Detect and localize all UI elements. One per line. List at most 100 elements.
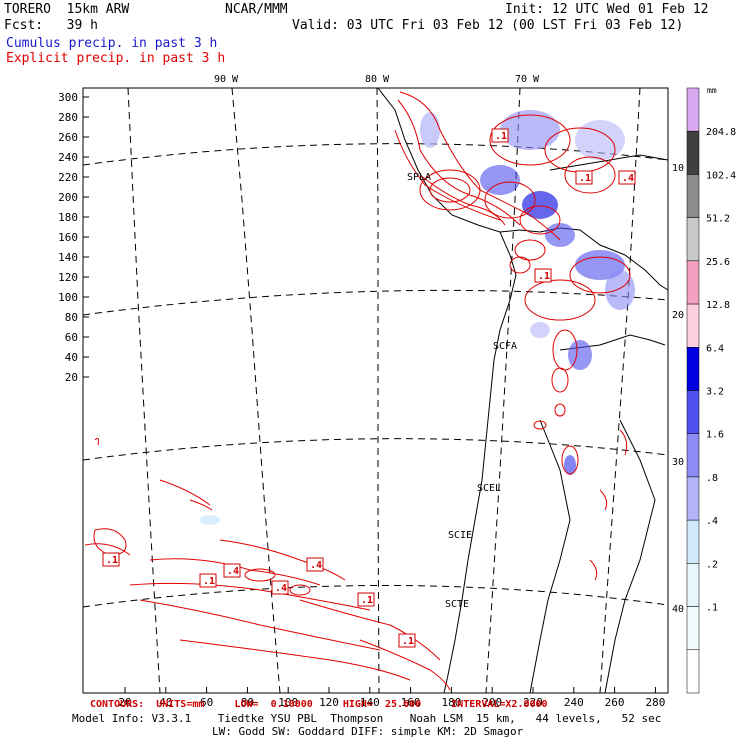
x-tick-label: 80 — [241, 696, 254, 709]
map-frame — [82, 87, 669, 694]
forecast-hour: Fcst: 39 h — [4, 18, 98, 33]
contour-label: .4 — [223, 563, 241, 578]
svg-text:.1: .1 — [402, 636, 414, 647]
colorbar-swatch — [686, 260, 700, 305]
colorbar-swatch — [686, 390, 700, 434]
y-tick-label: 20 — [65, 371, 78, 384]
colorbar-swatch — [686, 130, 700, 175]
model-info: Model Info: V3.3.1 Tiedtke YSU PBL Thomp… — [72, 712, 662, 725]
y-tick-label: 220 — [58, 171, 78, 184]
contour-label: .1 — [357, 592, 375, 607]
y-tick-label: 200 — [58, 191, 78, 204]
colorbar-label: 3.2 — [706, 387, 724, 398]
longitude-labels: 90 W 80 W 70 W — [214, 74, 540, 85]
latitude-labels: 10 S 20 S 30 S 40 S — [672, 163, 696, 615]
station-scel: SCEL — [477, 483, 501, 494]
colorbar-swatch — [686, 563, 700, 607]
station-scte: SCTE — [445, 599, 469, 610]
svg-text:30 S: 30 S — [672, 457, 696, 468]
field-explicit-label: Explicit precip. in past 3 h — [6, 51, 226, 66]
contour-label: .1 — [575, 170, 593, 185]
y-tick-label: 300 — [58, 91, 78, 104]
colorbar-swatch — [686, 347, 700, 391]
y-tick-label: 180 — [58, 211, 78, 224]
contour-label: .1 — [102, 552, 120, 567]
x-tick-label: 160 — [401, 696, 421, 709]
svg-text:.4: .4 — [622, 173, 634, 184]
svg-text:10 S: 10 S — [672, 163, 696, 174]
colorbar-swatch — [686, 476, 700, 521]
colorbar-label: .2 — [706, 559, 718, 570]
y-tick-label: 60 — [65, 331, 78, 344]
y-tick-label: 160 — [58, 231, 78, 244]
colorbar: 204.8 102.4 51.2 25.6 12.8 6.4 3.2 1.6 .8 .4 .2 .1 — [686, 87, 736, 694]
physics-info: LW: Godd SW: Goddard DIFF: simple KM: 2D… — [212, 725, 524, 738]
contours-info: CONTOURS: UNITS=mm LOW= 0.10000 HIGH= 25… — [90, 699, 548, 710]
colorbar-label: .1 — [706, 603, 718, 614]
x-tick-label: 240 — [564, 696, 584, 709]
colorbar-unit: mm — [707, 86, 717, 95]
svg-text:.4: .4 — [310, 560, 322, 571]
contour-label: .4 — [618, 170, 636, 185]
x-tick-label: 100 — [278, 696, 298, 709]
y-tick-label: 280 — [58, 111, 78, 124]
y-tick-label: 240 — [58, 151, 78, 164]
cumulus-precip — [200, 110, 635, 525]
x-tick-label: 140 — [360, 696, 380, 709]
contour-label: .1 — [491, 128, 509, 143]
contour-label: .1 — [534, 268, 552, 283]
y-tick-label: 120 — [58, 271, 78, 284]
y-tick-label: 100 — [58, 291, 78, 304]
colorbar-label: .4 — [706, 516, 718, 527]
colorbar-label: .8 — [706, 473, 718, 484]
colorbar-swatch — [686, 433, 700, 478]
colorbar-label: 1.6 — [706, 430, 724, 441]
svg-text:40 S: 40 S — [672, 604, 696, 615]
contour-label: .4 — [306, 557, 324, 572]
contour-label: .1 — [199, 573, 217, 588]
x-tick-label: 180 — [441, 696, 461, 709]
svg-text:90 W: 90 W — [214, 74, 239, 85]
x-tick-label: 200 — [482, 696, 502, 709]
colorbar-swatch — [686, 649, 700, 694]
x-tick-label: 120 — [319, 696, 339, 709]
init-time: Init: 12 UTC Wed 01 Feb 12 — [505, 2, 709, 17]
x-tick-label: 40 — [159, 696, 172, 709]
model-name: TORERO 15km ARW — [4, 2, 130, 17]
svg-text:20 S: 20 S — [672, 310, 696, 321]
explicit-precip-contours — [84, 91, 631, 691]
x-tick-label: 260 — [605, 696, 625, 709]
colorbar-label: 204.8 — [706, 127, 736, 138]
svg-text:.1: .1 — [361, 595, 373, 606]
station-scie: SCIE — [448, 530, 472, 541]
y-tick-label: 40 — [65, 351, 78, 364]
svg-text:.4: .4 — [227, 566, 239, 577]
coastline — [377, 87, 669, 694]
svg-text:.1: .1 — [495, 131, 507, 142]
station-labels: SPLA SCFA SCEL SCIE SCTE — [407, 172, 517, 610]
colorbar-swatch — [686, 174, 700, 218]
colorbar-label: 25.6 — [706, 257, 730, 268]
colorbar-swatch — [686, 606, 700, 651]
x-tick-label: 280 — [645, 696, 665, 709]
colorbar-label: 12.8 — [706, 300, 730, 311]
colorbar-swatch — [686, 87, 700, 132]
colorbar-swatch — [686, 519, 700, 564]
contour-label: .4 — [271, 580, 289, 595]
colorbar-label: 6.4 — [706, 343, 724, 354]
svg-text:.1: .1 — [579, 173, 591, 184]
svg-text:.1: .1 — [203, 576, 215, 587]
contour-label: .1 — [398, 633, 416, 648]
svg-text:70 W: 70 W — [515, 74, 540, 85]
field-cumulus-label: Cumulus precip. in past 3 h — [6, 36, 218, 51]
svg-text:.1: .1 — [106, 555, 118, 566]
x-tick-label: 20 — [118, 696, 131, 709]
colorbar-label: 102.4 — [706, 170, 736, 181]
y-tick-label: 80 — [65, 311, 78, 324]
station-scfa: SCFA — [493, 341, 517, 352]
y-axis: 300 280 260 240 220 200 180 160 140 120 100 80 60 40 2… — [58, 91, 89, 384]
contour-label-group: .1 .1 .4 .1 .1 .4 .1 .4 .4 .1 .1 — [102, 128, 636, 648]
svg-text:.1: .1 — [538, 271, 550, 282]
y-tick-label: 140 — [58, 251, 78, 264]
